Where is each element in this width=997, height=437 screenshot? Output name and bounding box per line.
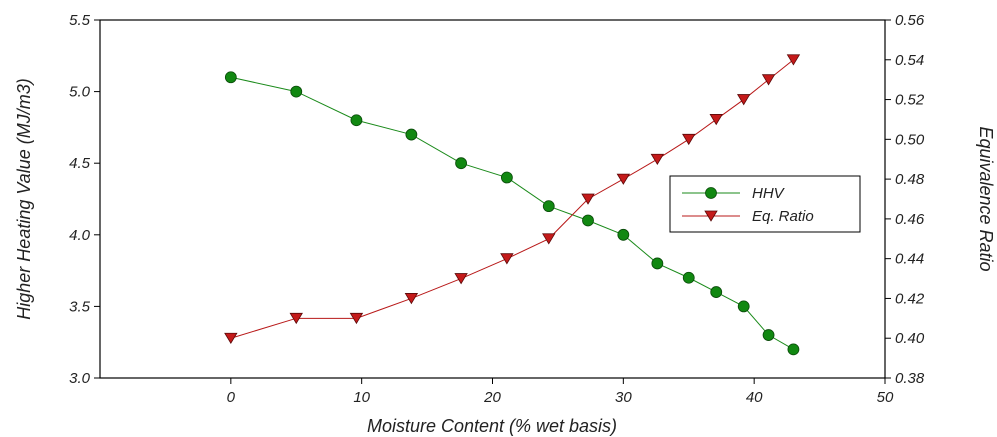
left-y-axis-ticks: 3.0 3.5 4.0 4.5 5.0 5.5 [69, 12, 100, 387]
data-point-eq-ratio [616, 173, 631, 185]
data-point-eq-ratio [581, 193, 595, 205]
legend-label-eq-ratio: Eq. Ratio [752, 208, 814, 225]
x-tick-label: 10 [353, 389, 370, 406]
right-y-tick-label: 0.54 [895, 52, 924, 69]
left-y-axis-title: Higher Heating Value (MJ/m3) [14, 78, 34, 319]
data-point-hhv [500, 171, 513, 184]
x-axis-ticks: 0 10 20 30 40 50 [227, 378, 894, 406]
data-point-hhv [710, 286, 723, 298]
x-tick-label: 40 [746, 389, 763, 406]
data-point-eq-ratio [650, 153, 665, 165]
data-point-eq-ratio [224, 332, 238, 344]
right-y-tick-label: 0.48 [895, 171, 925, 188]
x-tick-label: 50 [877, 389, 894, 406]
legend-marker-hhv [705, 187, 717, 199]
data-point-hhv [542, 200, 555, 213]
data-point-eq-ratio [404, 293, 419, 305]
legend-marker-eq-ratio [704, 210, 718, 222]
data-point-hhv [762, 329, 775, 341]
left-y-tick-label: 3.0 [69, 370, 91, 387]
left-y-tick-label: 5.0 [69, 84, 91, 101]
data-point-hhv [682, 271, 695, 284]
data-point-hhv [787, 343, 800, 356]
data-point-eq-ratio [709, 114, 723, 126]
right-y-tick-label: 0.50 [895, 131, 925, 148]
data-point-hhv [224, 71, 237, 84]
right-y-tick-label: 0.38 [895, 370, 925, 387]
right-y-tick-label: 0.52 [895, 92, 925, 109]
series-layer [224, 54, 801, 356]
right-y-tick-label: 0.42 [895, 290, 925, 307]
right-y-tick-label: 0.56 [895, 12, 925, 29]
data-point-eq-ratio [786, 54, 801, 66]
data-point-eq-ratio [736, 94, 751, 106]
left-y-tick-label: 5.5 [69, 12, 91, 29]
data-point-eq-ratio [682, 133, 696, 146]
data-point-hhv [455, 157, 468, 170]
data-point-eq-ratio [349, 312, 364, 325]
x-tick-label: 0 [227, 389, 236, 406]
x-tick-label: 20 [483, 389, 501, 406]
left-y-tick-label: 3.5 [69, 298, 91, 315]
data-point-eq-ratio [500, 253, 514, 265]
data-point-eq-ratio [761, 74, 776, 86]
data-point-eq-ratio [454, 273, 468, 285]
data-point-hhv [290, 85, 303, 98]
data-point-hhv [651, 257, 664, 270]
data-point-eq-ratio [542, 233, 556, 245]
legend-box [669, 175, 861, 233]
x-axis-title: Moisture Content (% wet basis) [367, 416, 617, 436]
data-point-hhv [405, 128, 418, 141]
legend-label-hhv: HHV [752, 185, 786, 202]
data-point-hhv [617, 228, 630, 241]
right-y-tick-label: 0.44 [895, 251, 924, 268]
right-y-axis-ticks: 0.38 0.40 0.42 0.44 0.46 0.48 0.50 0.52 0.54 0.56 [885, 12, 925, 387]
data-point-hhv [737, 300, 750, 313]
x-tick-label: 30 [615, 389, 632, 406]
right-y-tick-label: 0.46 [895, 211, 925, 228]
right-y-axis-title: Equivalence Ratio [976, 126, 996, 271]
right-y-tick-label: 0.40 [895, 330, 925, 347]
legend: HHV Eq. Ratio [669, 175, 861, 233]
data-point-hhv [582, 214, 594, 227]
data-point-eq-ratio [289, 312, 303, 325]
left-y-tick-label: 4.0 [69, 227, 91, 244]
left-y-tick-label: 4.5 [69, 155, 91, 172]
data-point-hhv [350, 114, 363, 127]
